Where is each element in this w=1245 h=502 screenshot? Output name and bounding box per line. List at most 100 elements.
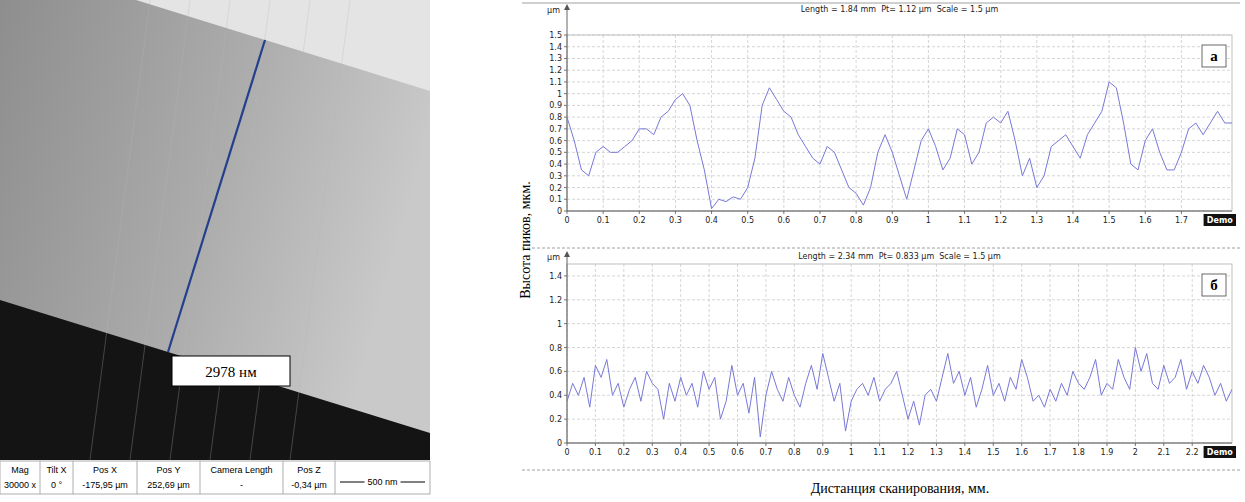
grid-line <box>567 187 1232 188</box>
x-tick-label: 1.2 <box>994 216 1007 225</box>
x-tick-label: 0.3 <box>669 216 682 225</box>
y-tick-label: 1.2 <box>549 66 562 75</box>
y-tick-label: 0.8 <box>549 113 562 122</box>
chart-header: Length = 1.84 mm Pt= 1.12 µm Scale = 1.5… <box>801 5 999 14</box>
streak <box>130 0 190 460</box>
info-bar-divider <box>137 461 138 494</box>
badge-bg <box>1204 446 1236 458</box>
x-tick-label: 1 <box>849 448 854 457</box>
tick-mark <box>964 443 965 446</box>
x-tick-label: 1.6 <box>1139 216 1152 225</box>
x-tick-label: 0 <box>564 216 569 225</box>
tick-mark <box>567 443 568 446</box>
x-tick-label: 1.1 <box>958 216 971 225</box>
info-header: Mag <box>11 465 29 475</box>
tick-mark <box>1192 443 1193 446</box>
info-bar-divider <box>200 461 201 494</box>
y-tick-label: 0.6 <box>549 137 562 146</box>
y-axis <box>567 253 568 443</box>
grid-line <box>1181 35 1182 211</box>
grid-line <box>1163 264 1164 443</box>
x-tick-label: 0.1 <box>589 448 602 457</box>
tick-mark <box>709 443 710 446</box>
panel-separator <box>522 3 1240 4</box>
y-tick-label: 0.2 <box>549 415 562 424</box>
chart-panel: 00.20.40.60.811.21.400.10.20.30.40.50.60… <box>547 251 1236 458</box>
y-axis <box>567 6 568 211</box>
grid-line <box>595 264 596 443</box>
y-tick-label: 1.5 <box>549 31 562 40</box>
x-tick-label: 0 <box>564 448 569 457</box>
tick-mark <box>737 443 738 446</box>
grid-line <box>783 35 784 211</box>
x-tick-label: 2 <box>1133 448 1138 457</box>
info-header: Tilt X <box>46 465 66 475</box>
profile-line <box>567 82 1232 209</box>
grid-line <box>1145 35 1146 211</box>
x-tick-label: 1.3 <box>1030 216 1043 225</box>
grid-line <box>603 35 604 211</box>
panel-letter-box <box>1202 274 1226 296</box>
tick-mark <box>1021 443 1022 446</box>
x-tick-label: 1.9 <box>1101 448 1114 457</box>
film <box>0 0 430 460</box>
y-tick-label: 0 <box>557 439 562 448</box>
grid-line <box>567 93 1232 94</box>
data-group <box>567 82 1232 209</box>
info-value: -0,34 µm <box>291 480 327 490</box>
info-header: Pos X <box>93 465 117 475</box>
streak <box>290 0 350 460</box>
grid-line <box>652 264 653 443</box>
tick-mark <box>765 443 766 446</box>
tick-mark <box>993 443 994 446</box>
plot-frame <box>567 35 1232 211</box>
info-value: -175,95 µm <box>82 480 128 490</box>
info-value: - <box>240 480 243 490</box>
grid-line <box>623 264 624 443</box>
grid-line <box>1192 264 1193 443</box>
x-tick-label: 2.1 <box>1157 448 1170 457</box>
plot-frame <box>567 264 1232 443</box>
x-tick-label: 0.2 <box>617 448 630 457</box>
x-tick-label: 0.9 <box>816 448 829 457</box>
y-tick-label: 1.4 <box>549 43 562 52</box>
x-tick-label: 1.5 <box>1103 216 1116 225</box>
y-tick-label: 1 <box>557 90 562 99</box>
x-tick-label: 1.4 <box>958 448 971 457</box>
x-tick-label: 1.7 <box>1175 216 1188 225</box>
info-bar-frame <box>0 461 430 494</box>
y-axis-arrow <box>564 251 570 257</box>
grid-line <box>892 35 893 211</box>
y-axis-arrow <box>564 4 570 10</box>
panel-separator <box>522 248 1240 249</box>
grid-line <box>567 347 1232 348</box>
grid-line <box>567 117 1232 118</box>
x-tick-label: 0.4 <box>705 216 718 225</box>
info-header: Camera Length <box>210 465 272 475</box>
grid-line <box>567 211 1232 212</box>
x-tick-label: 0.5 <box>741 216 754 225</box>
x-tick-label: 1.2 <box>902 448 915 457</box>
grid-line <box>675 35 676 211</box>
x-tick-label: 0.5 <box>703 448 716 457</box>
info-bar-divider <box>73 461 74 494</box>
y-tick-label: 0.4 <box>549 160 562 169</box>
info-value: 30000 x <box>4 480 37 490</box>
grid-line <box>567 70 1232 71</box>
panel-letter: а <box>1210 48 1218 64</box>
y-tick-label: 0.4 <box>549 391 562 400</box>
x-tick-label: 0.8 <box>788 448 801 457</box>
x-tick-label: 0.6 <box>731 448 744 457</box>
x-tick-label: 1.3 <box>930 448 943 457</box>
info-value: 252,69 µm <box>147 480 190 490</box>
grid-line <box>567 140 1232 141</box>
grid-line <box>567 199 1232 200</box>
grid-line <box>639 35 640 211</box>
x-tick-label: 0.4 <box>674 448 687 457</box>
grid-line <box>711 35 712 211</box>
info-bar-divider <box>335 461 336 494</box>
info-header: Pos Z <box>297 465 321 475</box>
y-tick-label: 0.8 <box>549 344 562 353</box>
grid-line <box>567 299 1232 300</box>
x-tick-label: 1.1 <box>873 448 886 457</box>
